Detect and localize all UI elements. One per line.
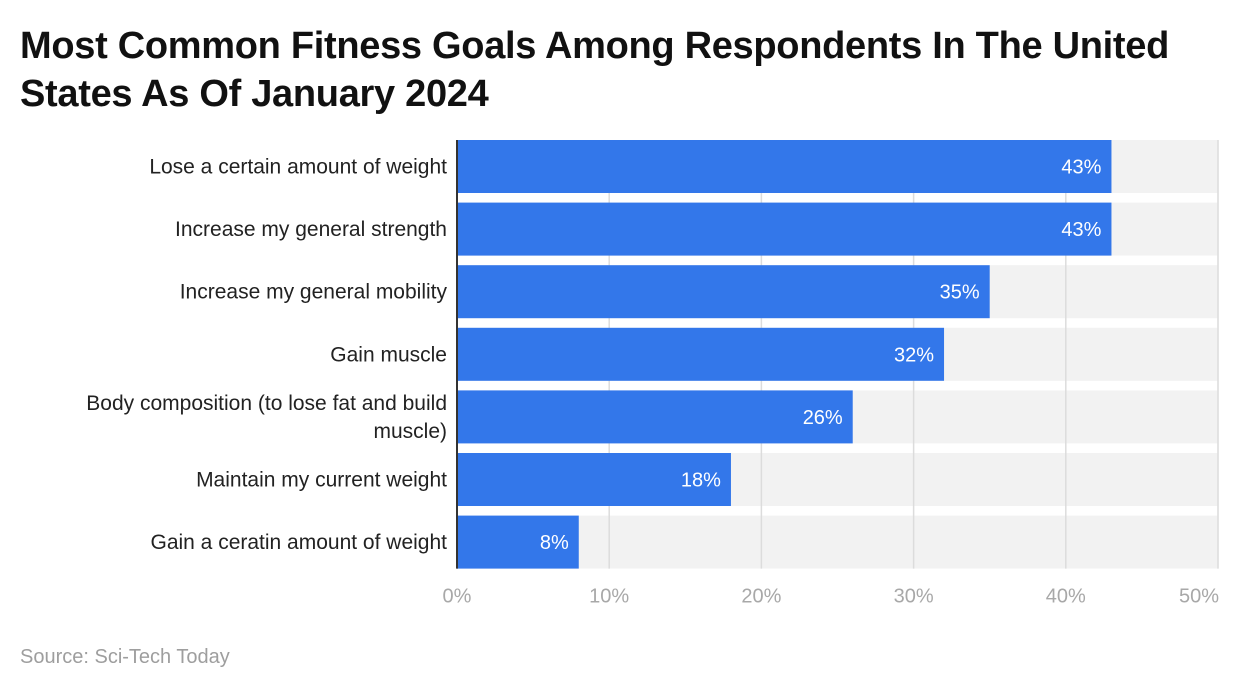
data-label: 43%	[1061, 157, 1101, 179]
x-tick-label: 40%	[1046, 586, 1086, 608]
x-tick-label: 50%	[1179, 586, 1219, 608]
x-tick-label: 20%	[741, 586, 781, 608]
category-label: Increase my general mobility	[180, 281, 448, 304]
category-label: Lose a certain amount of weight	[149, 156, 447, 179]
data-label: 32%	[894, 344, 934, 366]
data-label: 18%	[681, 470, 721, 492]
source-note: Source: Sci-Tech Today	[20, 646, 230, 668]
x-tick-label: 30%	[894, 586, 934, 608]
category-label: Body composition (to lose fat and build	[86, 392, 447, 415]
bar	[457, 515, 579, 569]
bar	[457, 140, 1112, 193]
category-label: Increase my general strength	[175, 218, 447, 241]
bar	[457, 202, 1112, 256]
bar	[457, 327, 945, 381]
data-label: 43%	[1061, 219, 1101, 241]
x-tick-label: 0%	[443, 586, 472, 608]
data-label: 26%	[803, 407, 843, 429]
x-tick-label: 10%	[589, 586, 629, 608]
bar	[457, 265, 990, 319]
category-label: Maintain my current weight	[196, 469, 447, 492]
category-label: Gain a ceratin amount of weight	[150, 531, 447, 554]
bar	[457, 453, 731, 506]
bar-track	[457, 515, 1218, 569]
chart-title: Most Common Fitness Goals Among Responde…	[20, 25, 1169, 115]
category-label: Gain muscle	[330, 343, 447, 366]
category-label: muscle)	[373, 420, 447, 443]
data-label: 35%	[940, 282, 980, 304]
bar	[457, 390, 853, 444]
data-label: 8%	[540, 532, 569, 554]
